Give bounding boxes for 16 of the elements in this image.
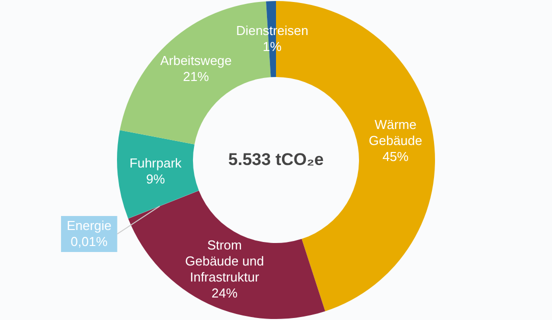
data-label: 24%	[212, 286, 238, 301]
donut-slice	[117, 130, 199, 219]
data-label: 45%	[382, 149, 409, 164]
slice-label: Fuhrpark	[130, 155, 182, 170]
slice-label: Energie	[66, 218, 112, 234]
data-label: 9%	[146, 171, 166, 186]
data-label: 21%	[182, 69, 210, 84]
donut-slice	[128, 190, 326, 319]
slice-label: Arbeitswege	[160, 53, 232, 68]
donut-slice	[128, 190, 199, 219]
slice-label: Strom Gebäude und Infrastruktur	[185, 238, 264, 285]
data-label: 1%	[262, 39, 282, 54]
slice-label: Dienstreisen	[236, 23, 308, 38]
slice-label: Wärme Gebäude	[368, 117, 422, 148]
text: 5.533 tCO₂e	[228, 150, 324, 169]
data-label: 0,01%	[70, 234, 108, 250]
